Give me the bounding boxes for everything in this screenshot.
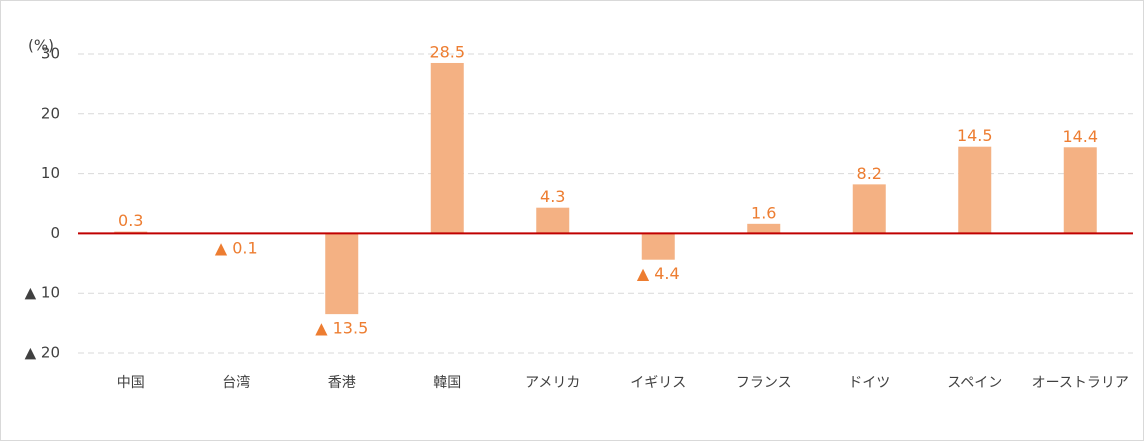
data-label: 28.5 xyxy=(429,42,465,61)
y-tick-label: 10 xyxy=(41,164,60,182)
x-tick-label: フランス xyxy=(736,375,792,391)
bar xyxy=(430,62,464,234)
y-tick-label: 0 xyxy=(50,224,60,242)
data-label: ▲ 0.1 xyxy=(215,238,258,257)
data-label: ▲ 13.5 xyxy=(315,319,368,338)
x-tick-label: ドイツ xyxy=(848,375,890,391)
bar xyxy=(325,233,359,315)
bar xyxy=(852,184,886,234)
data-label: 4.3 xyxy=(540,187,565,206)
x-tick-label: 香港 xyxy=(328,375,356,391)
x-tick-label: スペイン xyxy=(947,375,1002,391)
x-tick-label: アメリカ xyxy=(525,375,580,391)
data-label: 8.2 xyxy=(857,164,882,183)
bar xyxy=(958,146,992,234)
bar xyxy=(747,223,781,234)
y-tick-label: 20 xyxy=(41,104,60,122)
x-tick-label: オーストラリア xyxy=(1032,375,1129,391)
data-label: ▲ 4.4 xyxy=(637,264,680,283)
data-label: 14.5 xyxy=(957,126,993,145)
bar xyxy=(641,233,675,260)
data-label: 1.6 xyxy=(751,203,776,222)
bar xyxy=(536,207,570,234)
data-label: 14.4 xyxy=(1062,127,1098,146)
y-tick-label: ▲ 20 xyxy=(25,344,60,362)
bar xyxy=(1063,147,1097,234)
y-axis-unit: (%) xyxy=(28,37,54,55)
x-tick-label: 中国 xyxy=(117,375,145,391)
x-tick-label: イギリス xyxy=(630,375,686,391)
y-tick-label: ▲ 10 xyxy=(25,284,60,302)
data-label: 0.3 xyxy=(118,211,143,230)
x-tick-label: 台湾 xyxy=(222,374,250,391)
x-tick-label: 韓国 xyxy=(433,375,461,391)
y-tick-label: 30 xyxy=(41,45,60,63)
